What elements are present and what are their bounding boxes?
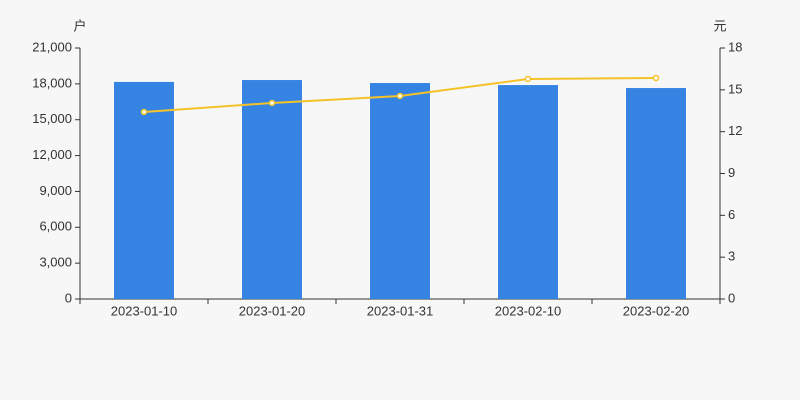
- y-tick-label: 6,000: [39, 219, 72, 234]
- bar: [626, 88, 686, 300]
- y2-tick-label: 18: [728, 39, 742, 54]
- y2-tick-label: 12: [728, 123, 742, 138]
- y2-tick-label: 9: [728, 165, 735, 180]
- y-unit: 户: [73, 18, 86, 33]
- point: [652, 74, 660, 82]
- x-tick-label: 2023-01-31: [367, 303, 434, 318]
- y-tick-label: 21,000: [32, 39, 72, 54]
- bar: [114, 81, 174, 299]
- x-tick-label: 2023-02-20: [623, 303, 690, 318]
- x-tick-label: 2023-01-20: [239, 303, 306, 318]
- point: [524, 75, 532, 83]
- y-tick-label: 12,000: [32, 147, 72, 162]
- y-tick-label: 15,000: [32, 111, 72, 126]
- point: [396, 92, 404, 100]
- x-tick-label: 2023-01-10: [111, 303, 178, 318]
- y2-tick-label: 15: [728, 81, 742, 96]
- y-tick-label: 0: [65, 290, 72, 305]
- bar: [242, 80, 302, 299]
- y-tick-label: 9,000: [39, 183, 72, 198]
- y2-tick-label: 0: [728, 290, 735, 305]
- bar: [370, 83, 430, 299]
- y2-tick-label: 6: [728, 207, 735, 222]
- y2-unit: 元: [713, 18, 726, 33]
- x-tick-label: 2023-02-10: [495, 303, 562, 318]
- y-tick-label: 3,000: [39, 255, 72, 270]
- point: [140, 108, 148, 116]
- y2-tick-label: 3: [728, 249, 735, 264]
- y-tick-label: 18,000: [32, 75, 72, 90]
- point: [268, 99, 276, 107]
- bar: [498, 85, 558, 299]
